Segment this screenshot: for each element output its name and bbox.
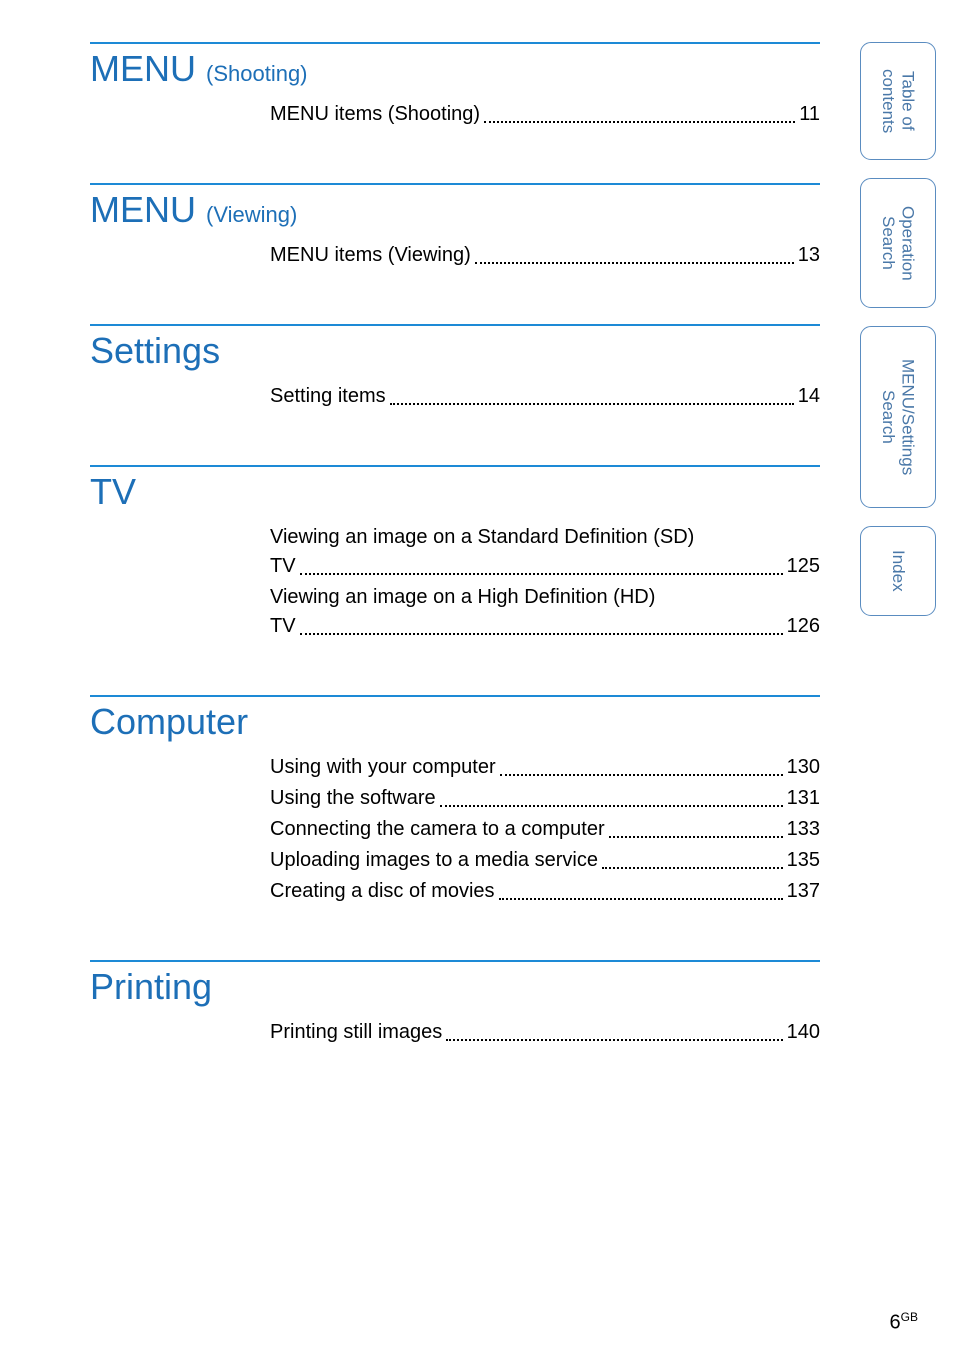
section-title: Printing bbox=[90, 966, 212, 1008]
leader-dots bbox=[440, 805, 783, 807]
entries: Printing still images 140 bbox=[270, 1018, 820, 1047]
leader-dots bbox=[484, 121, 795, 123]
section-rule bbox=[90, 695, 820, 697]
section-title: MENU bbox=[90, 48, 196, 90]
entry-label: Setting items bbox=[270, 382, 386, 411]
section-rule bbox=[90, 960, 820, 962]
entry-page: 140 bbox=[787, 1018, 820, 1047]
section-rule bbox=[90, 42, 820, 44]
leader-dots bbox=[475, 262, 794, 264]
entry-page: 14 bbox=[798, 382, 820, 411]
entry-page: 125 bbox=[787, 552, 820, 581]
section-heading: Printing bbox=[90, 966, 820, 1008]
content-column: MENU (Shooting) MENU items (Shooting) 11… bbox=[90, 42, 820, 1101]
leader-dots bbox=[500, 774, 783, 776]
toc-entry[interactable]: Using with your computer 130 bbox=[270, 753, 820, 782]
side-tabs: Table of contents Operation Search MENU/… bbox=[860, 42, 936, 634]
toc-entry[interactable]: Printing still images 140 bbox=[270, 1018, 820, 1047]
section-title: MENU bbox=[90, 189, 196, 231]
tab-operation-search[interactable]: Operation Search bbox=[860, 178, 936, 308]
entries: MENU items (Viewing) 13 bbox=[270, 241, 820, 270]
entry-page: 130 bbox=[787, 753, 820, 782]
entries: Using with your computer 130 Using the s… bbox=[270, 753, 820, 906]
entry-page: 137 bbox=[787, 877, 820, 906]
toc-entry[interactable]: MENU items (Viewing) 13 bbox=[270, 241, 820, 270]
section-heading: TV bbox=[90, 471, 820, 513]
section-subtitle: (Viewing) bbox=[206, 202, 297, 228]
entry-label-line1: Viewing an image on a High Definition (H… bbox=[270, 583, 820, 612]
entry-label: MENU items (Shooting) bbox=[270, 100, 480, 129]
section-settings: Settings Setting items 14 bbox=[90, 324, 820, 411]
section-menu-viewing: MENU (Viewing) MENU items (Viewing) 13 bbox=[90, 183, 820, 270]
leader-dots bbox=[446, 1039, 782, 1041]
entry-label: Uploading images to a media service bbox=[270, 846, 598, 875]
entry-page: 11 bbox=[799, 100, 820, 129]
entry-label-line2: TV bbox=[270, 612, 296, 641]
entries: Viewing an image on a Standard Definitio… bbox=[270, 523, 820, 641]
entry-page: 135 bbox=[787, 846, 820, 875]
section-heading: MENU (Shooting) bbox=[90, 48, 820, 90]
entry-label: Connecting the camera to a computer bbox=[270, 815, 605, 844]
leader-dots bbox=[602, 867, 783, 869]
section-title: Settings bbox=[90, 330, 220, 372]
entry-label-line1: Viewing an image on a Standard Definitio… bbox=[270, 523, 820, 552]
section-rule bbox=[90, 465, 820, 467]
toc-entry[interactable]: Setting items 14 bbox=[270, 382, 820, 411]
toc-entry[interactable]: Creating a disc of movies 137 bbox=[270, 877, 820, 906]
toc-entry[interactable]: MENU items (Shooting) 11 bbox=[270, 100, 820, 129]
leader-dots bbox=[609, 836, 783, 838]
entry-page: 13 bbox=[798, 241, 820, 270]
tab-menu-settings-search[interactable]: MENU/Settings Search bbox=[860, 326, 936, 508]
entry-label-line2: TV bbox=[270, 552, 296, 581]
section-printing: Printing Printing still images 140 bbox=[90, 960, 820, 1047]
entry-label: Using the software bbox=[270, 784, 436, 813]
section-subtitle: (Shooting) bbox=[206, 61, 308, 87]
tab-label: Table of contents bbox=[878, 55, 917, 147]
entry-label: Creating a disc of movies bbox=[270, 877, 495, 906]
section-menu-shooting: MENU (Shooting) MENU items (Shooting) 11 bbox=[90, 42, 820, 129]
tab-label: Operation Search bbox=[878, 192, 917, 295]
entry-page: 133 bbox=[787, 815, 820, 844]
tab-index[interactable]: Index bbox=[860, 526, 936, 616]
page-suffix: GB bbox=[901, 1310, 918, 1324]
toc-entry[interactable]: Uploading images to a media service 135 bbox=[270, 846, 820, 875]
leader-dots bbox=[390, 403, 794, 405]
page-number: 6 bbox=[890, 1312, 901, 1334]
entries: MENU items (Shooting) 11 bbox=[270, 100, 820, 129]
tab-table-of-contents[interactable]: Table of contents bbox=[860, 42, 936, 160]
page-footer: 6GB bbox=[890, 1310, 918, 1335]
section-heading: MENU (Viewing) bbox=[90, 189, 820, 231]
section-heading: Computer bbox=[90, 701, 820, 743]
tab-label: Index bbox=[888, 536, 908, 606]
section-title: TV bbox=[90, 471, 136, 513]
entry-page: 126 bbox=[787, 612, 820, 641]
section-computer: Computer Using with your computer 130 Us… bbox=[90, 695, 820, 906]
page: MENU (Shooting) MENU items (Shooting) 11… bbox=[0, 0, 954, 1369]
entry-label: MENU items (Viewing) bbox=[270, 241, 471, 270]
section-rule bbox=[90, 324, 820, 326]
toc-entry[interactable]: Using the software 131 bbox=[270, 784, 820, 813]
entry-label: Printing still images bbox=[270, 1018, 442, 1047]
tab-label: MENU/Settings Search bbox=[878, 345, 917, 489]
section-title: Computer bbox=[90, 701, 248, 743]
entry-label: Using with your computer bbox=[270, 753, 496, 782]
leader-dots bbox=[300, 573, 783, 575]
leader-dots bbox=[499, 898, 783, 900]
section-heading: Settings bbox=[90, 330, 820, 372]
toc-entry[interactable]: Viewing an image on a Standard Definitio… bbox=[270, 523, 820, 581]
entry-page: 131 bbox=[787, 784, 820, 813]
toc-entry[interactable]: Connecting the camera to a computer 133 bbox=[270, 815, 820, 844]
leader-dots bbox=[300, 633, 783, 635]
entries: Setting items 14 bbox=[270, 382, 820, 411]
section-tv: TV Viewing an image on a Standard Defini… bbox=[90, 465, 820, 641]
section-rule bbox=[90, 183, 820, 185]
toc-entry[interactable]: Viewing an image on a High Definition (H… bbox=[270, 583, 820, 641]
